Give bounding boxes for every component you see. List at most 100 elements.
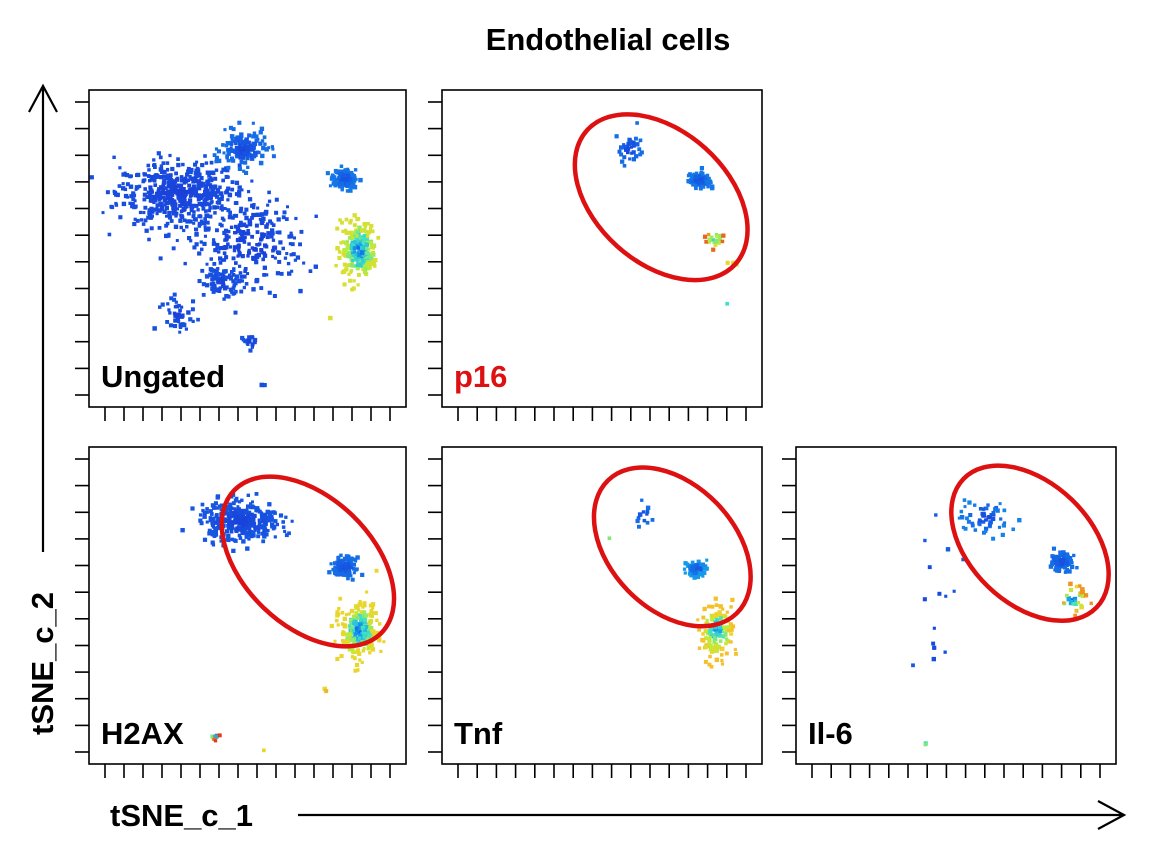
data-point — [223, 511, 228, 515]
data-point — [221, 178, 225, 183]
data-point — [213, 273, 218, 278]
data-point — [253, 338, 258, 343]
data-point — [191, 319, 195, 323]
data-point — [134, 187, 138, 191]
data-point — [625, 145, 629, 149]
data-point — [344, 562, 348, 566]
data-point — [369, 223, 374, 228]
data-point — [931, 641, 936, 646]
data-point — [701, 615, 706, 620]
data-point — [355, 266, 360, 271]
data-point — [211, 525, 216, 529]
data-point — [260, 250, 264, 255]
data-point — [714, 233, 719, 237]
data-point — [345, 169, 350, 174]
data-point — [201, 206, 206, 211]
data-point — [176, 157, 180, 161]
x-axis-arrow — [298, 800, 1127, 830]
data-point — [981, 513, 987, 518]
data-point — [334, 618, 339, 623]
data-point — [242, 516, 247, 521]
data-point — [367, 642, 373, 647]
data-point — [344, 632, 349, 636]
data-point — [147, 174, 151, 178]
data-point — [243, 144, 248, 148]
data-point — [638, 138, 643, 143]
data-point — [619, 145, 624, 150]
data-point — [241, 222, 247, 227]
data-point — [1057, 555, 1061, 559]
data-point — [203, 225, 207, 229]
data-point — [199, 240, 203, 244]
data-point — [366, 266, 371, 271]
data-point — [240, 335, 245, 341]
data-point — [1061, 558, 1066, 562]
data-point — [630, 145, 633, 149]
data-point — [1064, 557, 1069, 562]
data-point — [223, 286, 227, 290]
data-point — [203, 184, 207, 188]
data-point — [720, 662, 725, 666]
data-point — [713, 613, 718, 618]
data-point — [1048, 564, 1054, 569]
data-point — [158, 209, 162, 213]
data-point — [344, 554, 350, 559]
data-point — [351, 255, 357, 260]
data-point — [203, 228, 208, 232]
data-point — [172, 208, 177, 213]
data-point — [164, 223, 169, 228]
data-point — [245, 510, 249, 514]
data-point — [370, 602, 376, 607]
data-point — [215, 187, 219, 191]
data-point — [231, 286, 236, 290]
data-point — [200, 502, 205, 507]
data-point — [230, 290, 234, 294]
data-point — [242, 211, 247, 216]
data-point — [349, 556, 354, 562]
data-point — [345, 182, 350, 187]
data-point — [199, 176, 204, 181]
data-point — [234, 180, 240, 185]
data-point — [1073, 599, 1078, 603]
data-point — [704, 636, 708, 641]
data-point — [232, 268, 236, 272]
data-point — [171, 205, 176, 210]
data-point — [1051, 546, 1056, 551]
data-point — [191, 179, 196, 184]
data-point — [724, 651, 729, 656]
data-point — [230, 270, 234, 274]
data-point — [209, 268, 214, 273]
data-point — [717, 644, 721, 649]
data-point — [691, 565, 695, 570]
data-point — [349, 270, 353, 274]
data-point — [211, 518, 216, 523]
data-point — [371, 246, 375, 250]
data-point — [239, 132, 244, 137]
data-point — [171, 183, 177, 188]
data-point — [121, 186, 126, 191]
data-point — [361, 648, 366, 653]
data-point — [173, 205, 178, 209]
data-point — [247, 190, 251, 194]
data-point — [262, 522, 267, 526]
data-point — [218, 185, 222, 189]
data-point — [302, 261, 306, 265]
data-point — [354, 611, 359, 615]
data-point — [213, 248, 218, 253]
data-point — [209, 176, 213, 180]
data-point — [161, 161, 166, 165]
data-point — [219, 196, 224, 201]
data-point — [203, 197, 207, 201]
data-point — [262, 533, 267, 537]
data-point — [733, 648, 737, 652]
data-point — [1080, 590, 1085, 594]
data-point — [258, 213, 262, 217]
data-point — [152, 207, 157, 212]
data-point — [347, 612, 351, 616]
data-point — [168, 190, 172, 195]
data-point — [634, 136, 638, 141]
data-point — [346, 243, 350, 248]
data-point — [225, 506, 230, 511]
data-point — [222, 151, 226, 155]
data-point — [284, 217, 289, 221]
